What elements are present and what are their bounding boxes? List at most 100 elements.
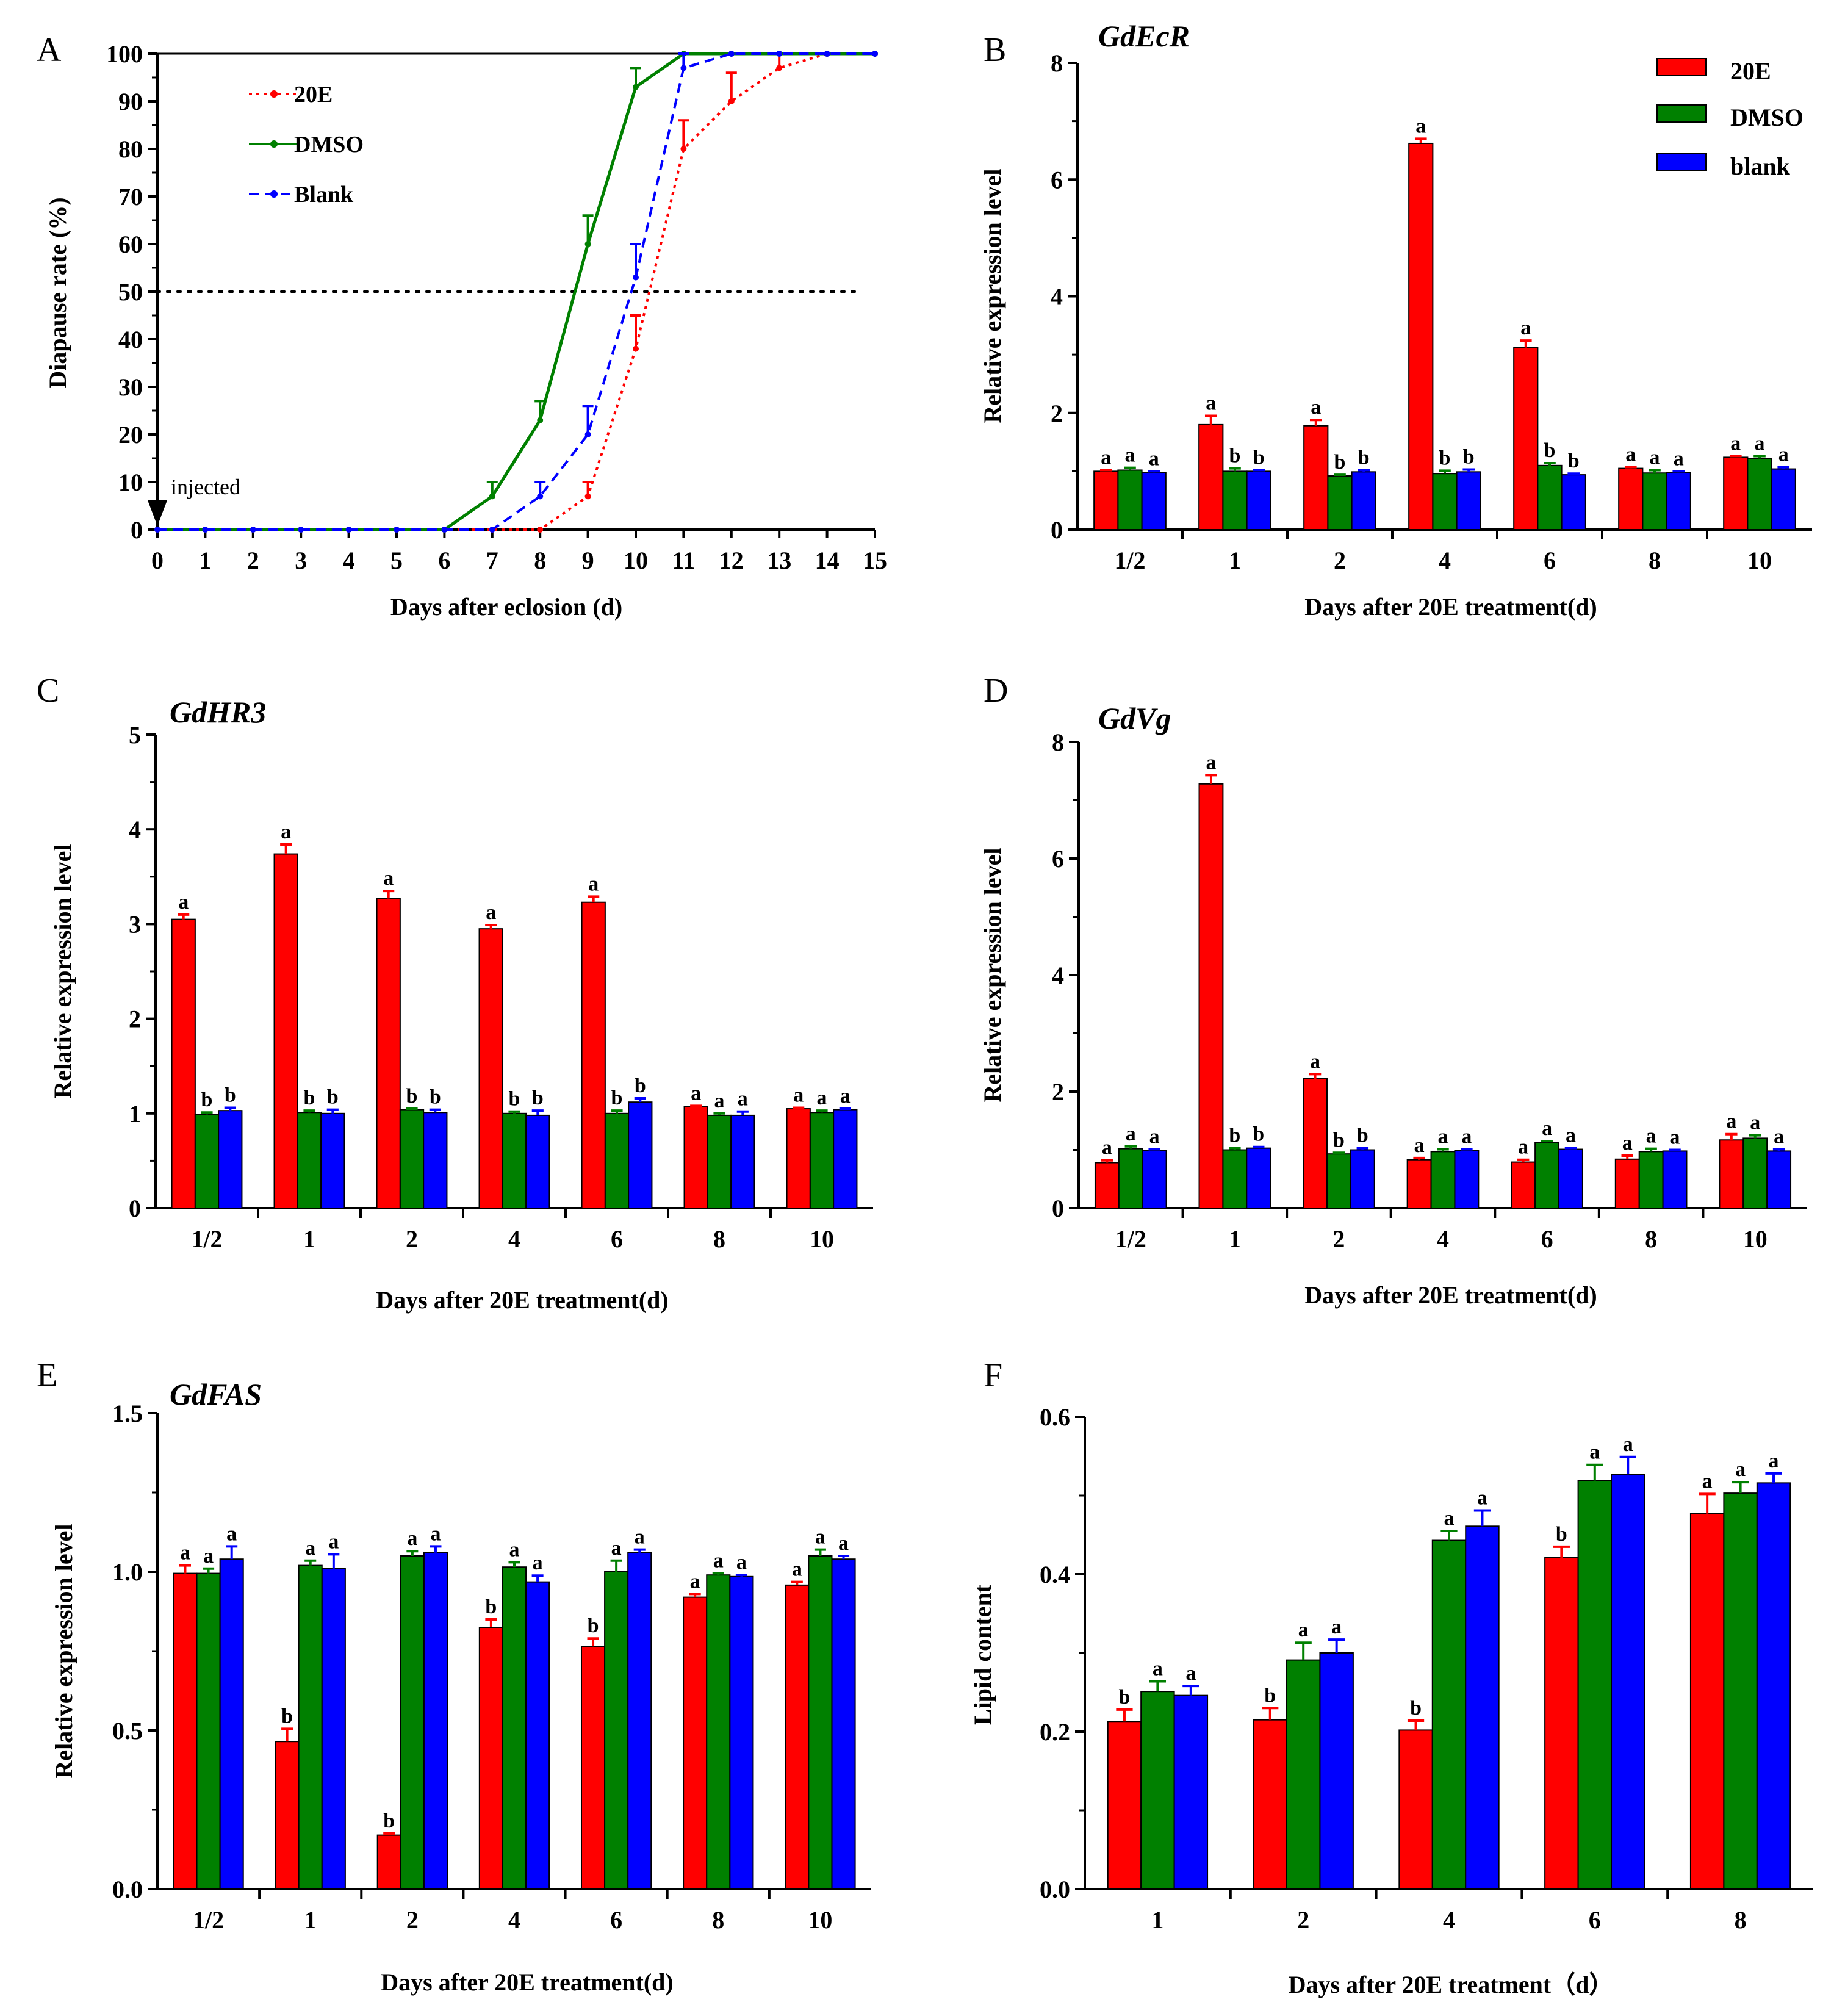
panel-d-significance-label: b xyxy=(1229,1125,1240,1147)
panel-f-bar-dmso xyxy=(1140,1691,1175,1890)
panel-b-x-tick-label: 6 xyxy=(1544,547,1556,574)
panel-c-bar-20e xyxy=(786,1108,811,1209)
panel-d-x-tick-label: 8 xyxy=(1645,1225,1657,1253)
panel-c-bar-blank xyxy=(423,1112,448,1209)
panel-e-chart-title: GdFAS xyxy=(170,1377,262,1411)
panel-a-x-tick-label: 2 xyxy=(247,547,259,574)
panel-a-legend-label: 20E xyxy=(294,82,333,107)
panel-e-significance-label: a xyxy=(203,1545,214,1568)
panel-b-bar-20e xyxy=(1093,470,1119,530)
panel-b-bar-dmso xyxy=(1117,469,1143,531)
panel-b-y-tick-label: 4 xyxy=(1051,283,1063,311)
panel-e-bar-dmso xyxy=(298,1564,323,1890)
panel-b-significance-label: a xyxy=(1149,447,1159,470)
panel-f-bar-20e xyxy=(1544,1557,1579,1890)
down-arrow-icon xyxy=(148,500,167,526)
panel-d-bar-20e xyxy=(1198,783,1224,1209)
panel-c-x-tick-label: 2 xyxy=(406,1225,418,1253)
panel-a-y-tick-label: 10 xyxy=(118,469,143,496)
panel-d-bar-blank xyxy=(1142,1150,1167,1209)
panel-b-bar-blank xyxy=(1666,472,1691,530)
panel-c-y-tick-label: 4 xyxy=(129,816,141,843)
panel-b-significance-label: b xyxy=(1463,446,1475,469)
panel-d-significance-label: b xyxy=(1333,1129,1345,1151)
panel-e-bar-blank xyxy=(525,1581,550,1890)
panel-e-x-tick-label: 8 xyxy=(712,1906,724,1934)
panel-c-x-tick-label: 10 xyxy=(810,1225,834,1253)
panel-d-bar-dmso xyxy=(1430,1151,1456,1209)
panel-d-significance-label: a xyxy=(1646,1125,1656,1148)
panel-a-point-blank xyxy=(728,51,735,57)
panel-c-significance-label: b xyxy=(304,1087,315,1109)
panel-f-significance-label: b xyxy=(1118,1686,1130,1708)
panel-d-significance-label: a xyxy=(1542,1117,1552,1140)
panel-a-x-tick-label: 14 xyxy=(815,547,840,574)
panel-e-significance-label: a xyxy=(407,1527,417,1550)
panel-d-x-tick-label: 1 xyxy=(1229,1225,1241,1253)
panel-d-significance-label: a xyxy=(1461,1126,1472,1148)
panel-d-significance-label: b xyxy=(1357,1125,1368,1147)
panel-e-significance-label: a xyxy=(430,1522,441,1545)
panel-b-significance-label: a xyxy=(1625,444,1636,466)
panel-f-bar-20e xyxy=(1107,1721,1142,1890)
panel-c-bar-blank xyxy=(730,1114,755,1209)
panel-c-bar-blank xyxy=(525,1114,550,1209)
panel-a-x-tick-label: 10 xyxy=(624,547,648,574)
panel-e-x-tick-label: 6 xyxy=(610,1906,622,1934)
panel-a-legend-marker xyxy=(270,140,278,148)
panel-b-significance-label: b xyxy=(1253,446,1265,469)
panel-d-x-axis-title: Days after 20E treatment(d) xyxy=(1304,1281,1597,1309)
panel-c-chart-title: GdHR3 xyxy=(170,695,266,729)
panel-c-bar-dmso xyxy=(194,1114,220,1209)
panel-b-bar-dmso xyxy=(1327,475,1353,531)
panel-e-bar-20e xyxy=(785,1584,810,1890)
panel-a-y-tick-label: 80 xyxy=(118,135,143,163)
panel-d-bar-20e xyxy=(1094,1162,1120,1209)
panel-c-significance-label: b xyxy=(532,1087,544,1109)
panel-b-significance-label: a xyxy=(1520,317,1531,339)
panel-b-x-tick-label: 8 xyxy=(1649,547,1661,574)
panel-f-x-axis-title: Days after 20E treatment（d） xyxy=(1289,1971,1614,1998)
panel-f-bar-dmso xyxy=(1431,1539,1467,1890)
panel-e-significance-label: a xyxy=(328,1530,339,1553)
panel-b-y-tick-label: 8 xyxy=(1051,49,1063,77)
panel-e-bar-blank xyxy=(627,1552,652,1890)
panel-b-x-tick-label: 4 xyxy=(1439,547,1451,574)
panel-f-y-tick-label: 0.6 xyxy=(1040,1403,1070,1431)
panel-b-legend-swatch-20e xyxy=(1656,58,1707,76)
panel-c-bar-dmso xyxy=(297,1112,322,1209)
panel-e-x-tick-label: 2 xyxy=(406,1906,419,1934)
panel-b-significance-label: b xyxy=(1544,439,1556,462)
panel-d-y-axis-title: Relative expression level xyxy=(979,848,1006,1103)
panel-a-y-tick-label: 90 xyxy=(118,88,143,115)
panel-f-significance-label: a xyxy=(1702,1470,1713,1492)
panel-f-significance-label: a xyxy=(1623,1433,1633,1456)
panel-e-x-tick-label: 1 xyxy=(304,1906,317,1934)
panel-e-significance-label: b xyxy=(485,1596,497,1618)
panel-c-panel-letter: C xyxy=(37,672,59,710)
panel-b-bar-20e xyxy=(1723,456,1749,530)
panel-f-bar-blank xyxy=(1756,1482,1791,1890)
panel-c-x-tick-label: 4 xyxy=(508,1225,520,1253)
panel-e-bar-20e xyxy=(173,1572,198,1890)
panel-e-bar-dmso xyxy=(400,1555,425,1890)
panel-a-y-tick-label: 30 xyxy=(118,373,143,401)
panel-a-y-tick-label: 0 xyxy=(131,516,143,544)
panel-b-x-tick-label: 2 xyxy=(1334,547,1346,574)
panel-a-y-tick-label: 60 xyxy=(118,231,143,258)
panel-d-bar-blank xyxy=(1454,1150,1480,1209)
panel-c-y-axis-title: Relative expression level xyxy=(49,844,76,1099)
panel-b-panel-letter: B xyxy=(984,31,1006,69)
panel-c-significance-label: a xyxy=(178,891,189,913)
panel-a-point-blank xyxy=(154,527,160,533)
panel-d-y-tick-label: 6 xyxy=(1052,845,1064,873)
panel-a-y-tick-label: 50 xyxy=(118,278,143,306)
panel-e-significance-label: a xyxy=(226,1522,237,1545)
panel-e-y-tick-label: 0.0 xyxy=(112,1876,143,1903)
panel-c-bar-blank xyxy=(320,1112,345,1209)
panel-c-significance-label: a xyxy=(588,873,599,895)
panel-e-significance-label: a xyxy=(611,1537,622,1560)
panel-e-x-tick-label: 1/2 xyxy=(193,1906,224,1934)
panel-c-significance-label: b xyxy=(225,1084,236,1106)
panel-c-significance-label: b xyxy=(509,1088,520,1111)
